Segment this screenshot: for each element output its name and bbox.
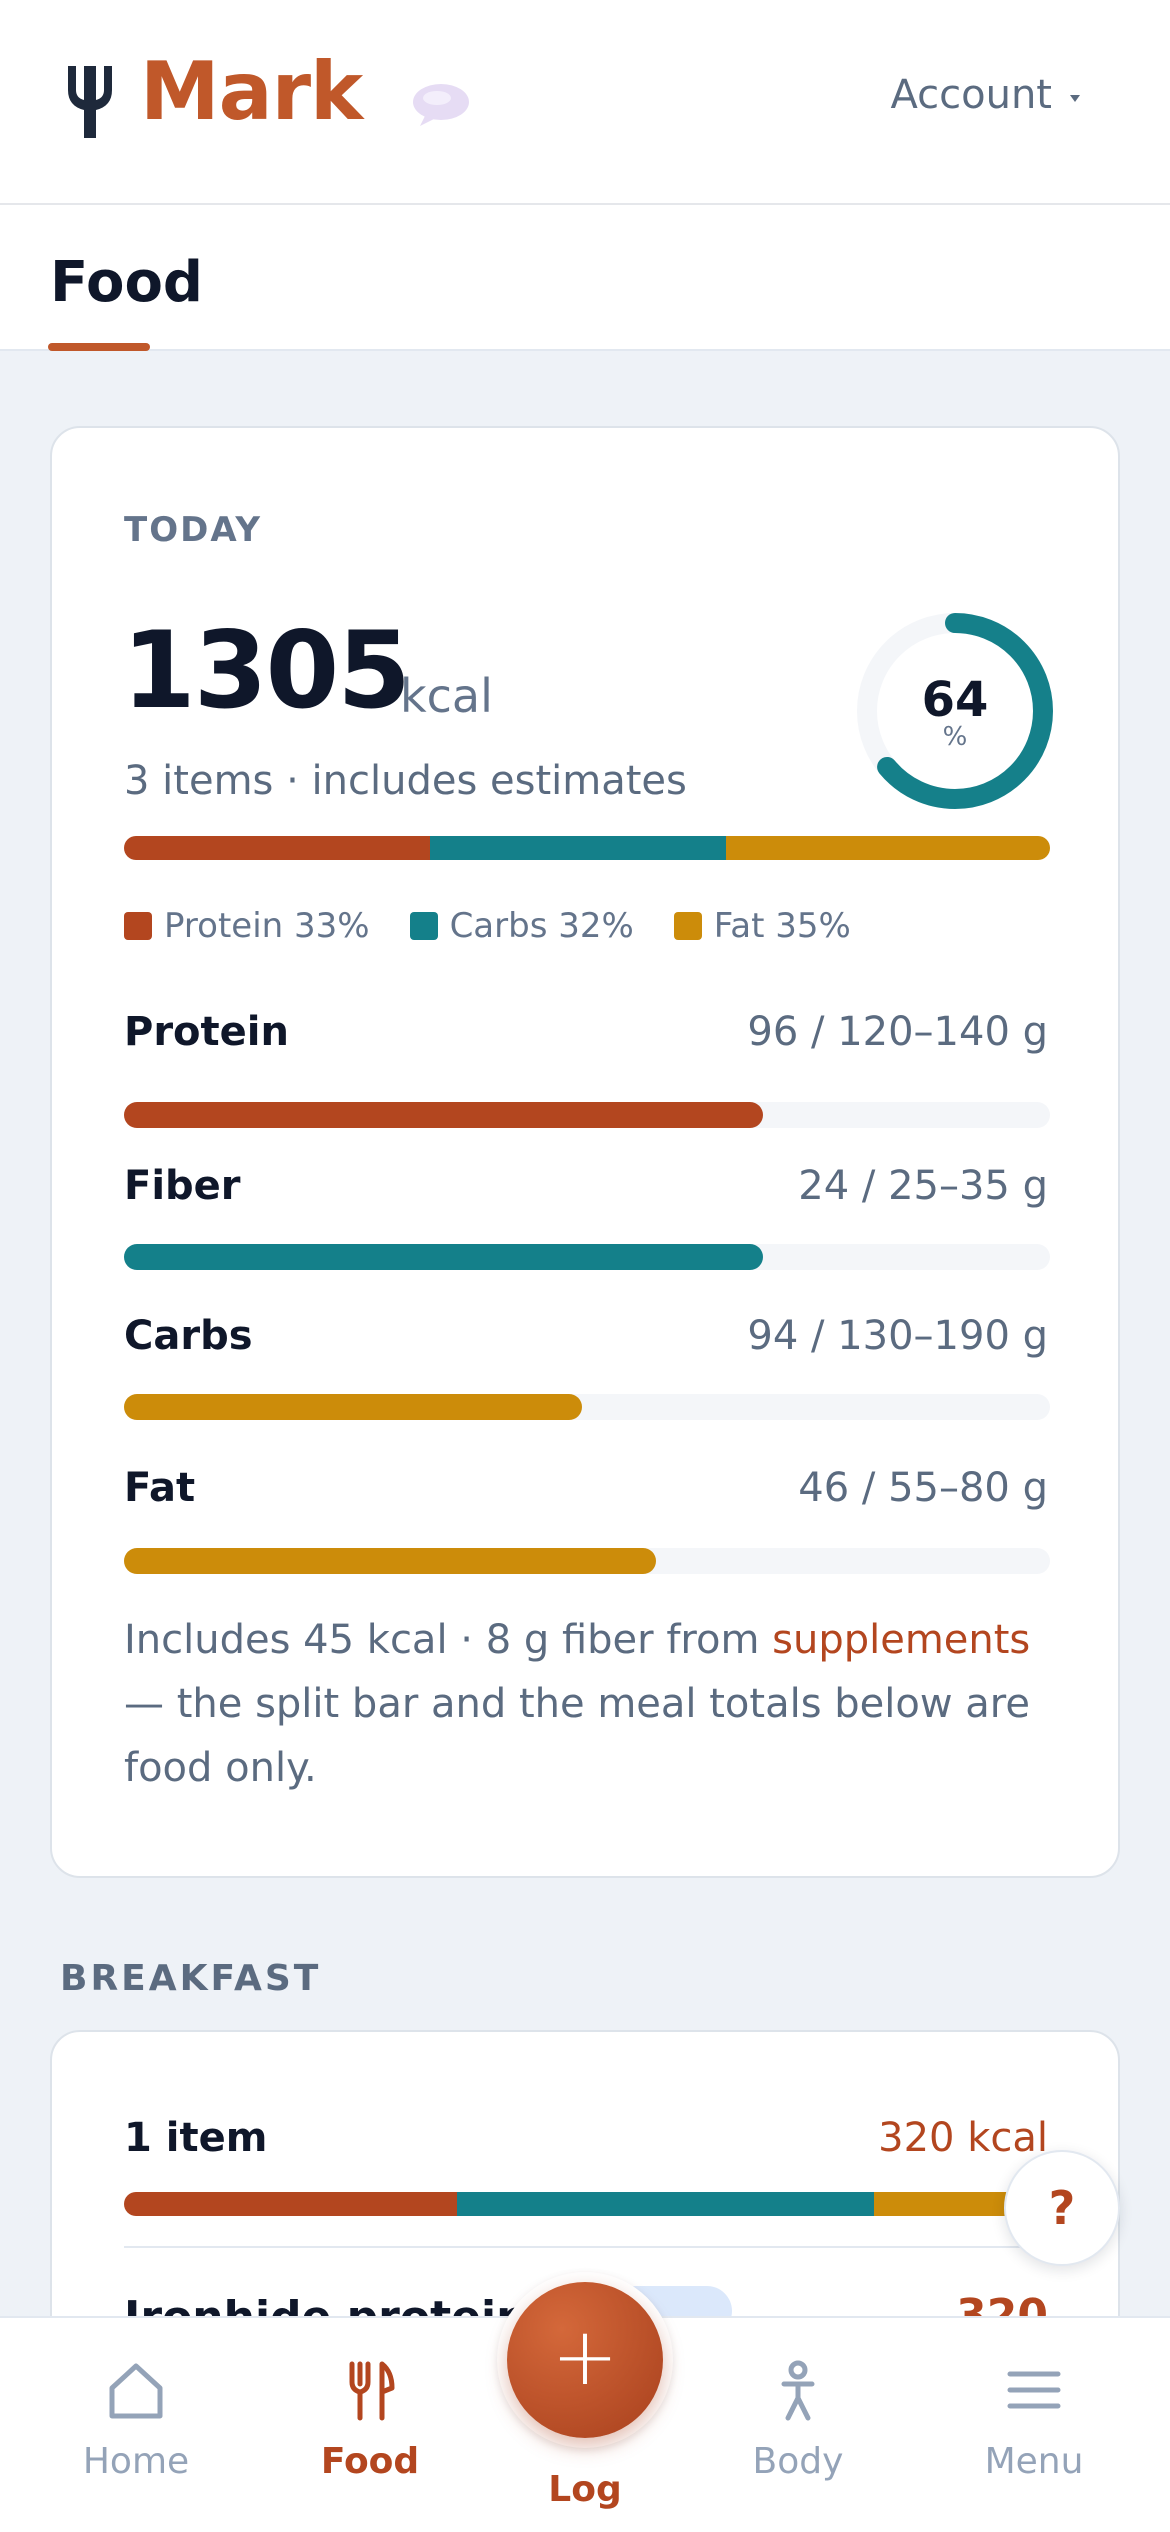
nav-home-label: Home bbox=[82, 2441, 190, 2482]
supplements-note: Includes 45 kcal · 8 g fiber from supple… bbox=[124, 1608, 1054, 1800]
nutrient-fiber-name: Fiber bbox=[124, 1163, 241, 1209]
nutrient-fiber-value: 24 / 25–35 g bbox=[798, 1163, 1048, 1209]
split-fat-segment bbox=[725, 836, 1050, 860]
nutrient-carbs-fill bbox=[124, 1394, 583, 1420]
nav-log-label: Log bbox=[548, 2469, 622, 2510]
legend-protein: Protein 33% bbox=[124, 906, 370, 946]
account-label[interactable]: Account bbox=[890, 72, 1052, 118]
nutrient-carbs-name: Carbs bbox=[124, 1313, 253, 1359]
nav-food[interactable]: Food bbox=[280, 2318, 460, 2532]
nav-menu-label: Menu bbox=[984, 2441, 1084, 2482]
breakfast-macro-split-bar bbox=[124, 2192, 1050, 2216]
brand-name[interactable]: Mark bbox=[140, 45, 363, 138]
home-icon bbox=[109, 2363, 163, 2419]
split-protein-segment bbox=[124, 836, 430, 860]
menu-icon bbox=[1007, 2371, 1061, 2409]
breakfast-split-protein-segment bbox=[124, 2192, 458, 2216]
log-button[interactable]: + bbox=[507, 2282, 663, 2438]
tab-bar: Food bbox=[0, 205, 1170, 351]
help-button[interactable]: ? bbox=[1004, 2150, 1120, 2266]
macro-legend: Protein 33% Carbs 32% Fat 35% bbox=[124, 906, 851, 946]
account-menu[interactable]: Account bbox=[890, 75, 1080, 115]
nutrient-fat-value: 46 / 55–80 g bbox=[798, 1465, 1048, 1511]
caret-down-icon bbox=[1070, 95, 1080, 102]
note-text-before: Includes 45 kcal · 8 g fiber from bbox=[124, 1617, 773, 1663]
fat-swatch bbox=[673, 912, 702, 940]
tab-food[interactable]: Food bbox=[50, 250, 204, 315]
breakfast-kcal: 320 kcal bbox=[878, 2115, 1048, 2161]
app-header: Mark Account bbox=[0, 0, 1170, 205]
nutrient-protein-track bbox=[124, 1102, 1050, 1128]
macro-split-bar bbox=[124, 836, 1050, 860]
legend-fat: Fat 35% bbox=[673, 906, 851, 946]
supplements-link[interactable]: supplements bbox=[772, 1617, 1031, 1663]
legend-carbs: Carbs 32% bbox=[409, 906, 634, 946]
note-text-after: — the split bar and the meal totals belo… bbox=[124, 1681, 1030, 1791]
legend-fat-label: Fat 35% bbox=[713, 906, 851, 946]
breakfast-split-carbs-segment bbox=[457, 2192, 875, 2216]
legend-protein-label: Protein 33% bbox=[164, 906, 370, 946]
nutrient-carbs-value: 94 / 130–190 g bbox=[747, 1313, 1048, 1359]
nutrient-protein-value: 96 / 120–140 g bbox=[747, 1009, 1048, 1055]
nutrient-protein-name: Protein bbox=[124, 1009, 289, 1055]
items-summary: 3 items · includes estimates bbox=[124, 758, 687, 804]
nav-food-label: Food bbox=[320, 2441, 420, 2482]
legend-carbs-label: Carbs 32% bbox=[449, 906, 634, 946]
nav-body-label: Body bbox=[752, 2441, 844, 2482]
help-icon: ? bbox=[1048, 2181, 1076, 2235]
fork-logo-icon bbox=[68, 66, 112, 138]
carbs-swatch bbox=[409, 912, 438, 940]
nutrient-fiber-fill bbox=[124, 1244, 763, 1270]
nutrient-fat-fill bbox=[124, 1548, 657, 1574]
ring-percent-value: 64 bbox=[921, 672, 989, 728]
nutrient-fiber-track bbox=[124, 1244, 1050, 1270]
active-tab-indicator bbox=[48, 343, 150, 351]
nav-menu[interactable]: Menu bbox=[944, 2318, 1124, 2532]
today-label: TODAY bbox=[124, 510, 262, 550]
kcal-unit: kcal bbox=[400, 669, 493, 723]
divider bbox=[124, 2246, 1050, 2248]
chat-bubble-icon[interactable] bbox=[410, 80, 472, 130]
total-kcal: 1305 bbox=[122, 609, 411, 732]
ring-percent-unit: % bbox=[942, 722, 968, 752]
protein-swatch bbox=[124, 912, 152, 940]
nutrient-carbs-track bbox=[124, 1394, 1050, 1420]
nutrient-fat-track bbox=[124, 1548, 1050, 1574]
nutrient-protein-fill bbox=[124, 1102, 763, 1128]
progress-ring-arc bbox=[857, 613, 1053, 809]
split-carbs-segment bbox=[429, 836, 726, 860]
plus-icon: + bbox=[551, 2310, 619, 2403]
breakfast-item-count: 1 item bbox=[124, 2115, 268, 2161]
today-card: TODAY 1305 kcal 3 items · includes estim… bbox=[50, 426, 1120, 1878]
fork-knife-icon bbox=[349, 2361, 395, 2421]
breakfast-section-title: BREAKFAST bbox=[60, 1958, 322, 1999]
nav-body[interactable]: Body bbox=[708, 2318, 888, 2532]
person-icon bbox=[781, 2360, 815, 2421]
nutrient-fat-name: Fat bbox=[124, 1465, 196, 1511]
progress-ring bbox=[857, 613, 1053, 809]
nav-home[interactable]: Home bbox=[46, 2318, 226, 2532]
